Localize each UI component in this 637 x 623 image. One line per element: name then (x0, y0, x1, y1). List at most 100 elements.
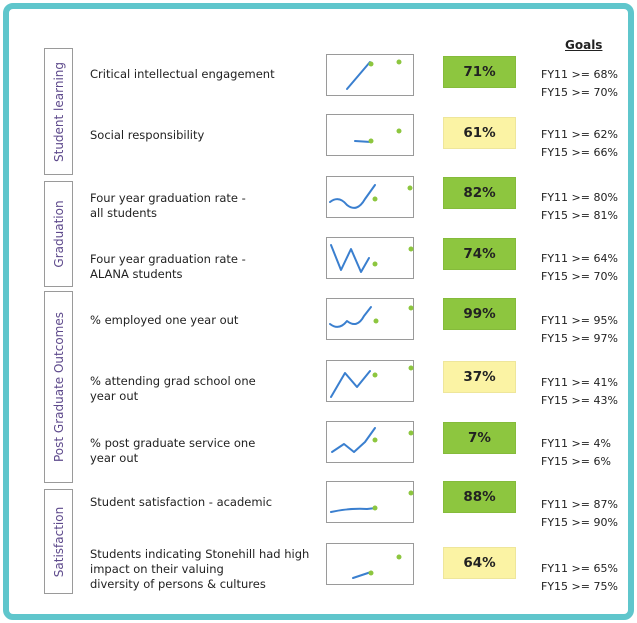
goal-targets: FY11 >= 87% FY15 >= 90% (541, 496, 618, 532)
goal-fy15: FY15 >= 43% (541, 394, 618, 407)
current-marker (372, 261, 378, 267)
sparkline-svg (329, 184, 413, 209)
sparkline (326, 481, 414, 523)
goal-marker (408, 365, 414, 371)
metric-label-line: diversity of persons & cultures (90, 577, 266, 591)
value-badge: 88% (443, 481, 516, 513)
sparkline-trend (329, 306, 372, 328)
sparkline-trend (354, 140, 372, 143)
sparkline-trend (330, 507, 377, 513)
current-marker (372, 196, 378, 202)
sparkline (326, 298, 414, 340)
metric-label: Four year graduation rate - all students (90, 191, 315, 221)
current-marker (372, 437, 378, 443)
value-badge: 37% (443, 361, 516, 393)
metric-label-line: Four year graduation rate - (90, 252, 246, 266)
current-marker (368, 138, 374, 144)
value-badge: 64% (443, 547, 516, 579)
current-marker (368, 570, 374, 576)
goal-targets: FY11 >= 80% FY15 >= 81% (541, 189, 618, 225)
goal-fy15: FY15 >= 6% (541, 455, 611, 468)
metric-label-line: year out (90, 389, 139, 403)
group-satisfaction: Satisfaction (44, 489, 73, 594)
sparkline-trend (346, 61, 371, 90)
goal-fy15: FY15 >= 90% (541, 516, 618, 529)
current-marker (372, 372, 378, 378)
goal-marker (396, 128, 402, 134)
sparkline-svg (330, 490, 414, 513)
goal-fy11: FY11 >= 68% (541, 68, 618, 81)
metric-label-line: Critical intellectual engagement (90, 67, 275, 81)
group-post-graduate-outcomes: Post Graduate Outcomes (44, 291, 73, 483)
metric-label: Student satisfaction - academic (90, 495, 315, 510)
sparkline (326, 360, 414, 402)
dashboard-frame (3, 3, 634, 620)
group-student-learning: Student learning (44, 48, 73, 175)
sparkline-svg (352, 554, 402, 579)
value-badge: 61% (443, 117, 516, 149)
group-label: Graduation (51, 200, 66, 268)
goal-marker (396, 59, 402, 65)
goal-marker (408, 305, 414, 311)
goal-fy15: FY15 >= 70% (541, 86, 618, 99)
metric-label: Critical intellectual engagement (90, 67, 315, 82)
value-badge: 99% (443, 298, 516, 330)
goal-fy11: FY11 >= 4% (541, 437, 611, 450)
metric-label-line: year out (90, 451, 139, 465)
current-marker (372, 505, 378, 511)
metric-label: % employed one year out (90, 313, 315, 328)
value-badge: 7% (443, 422, 516, 454)
goal-fy15: FY15 >= 97% (541, 332, 618, 345)
metric-label-line: impact on their valuing (90, 562, 224, 576)
goal-targets: FY11 >= 65% FY15 >= 75% (541, 560, 618, 596)
goal-marker (408, 430, 414, 436)
goal-targets: FY11 >= 4% FY15 >= 6% (541, 435, 611, 471)
current-marker (368, 61, 374, 67)
value-badge: 71% (443, 56, 516, 88)
goal-targets: FY11 >= 62% FY15 >= 66% (541, 126, 618, 162)
value-badge: 82% (443, 177, 516, 209)
sparkline-svg (346, 59, 402, 90)
sparkline (326, 237, 414, 279)
group-label: Student learning (51, 61, 66, 162)
sparkline (326, 421, 414, 463)
sparkline-trend (330, 370, 371, 398)
sparkline-svg (329, 305, 414, 328)
sparkline (326, 543, 414, 585)
metric-label: Students indicating Stonehill had high im… (90, 547, 315, 592)
goal-fy15: FY15 >= 75% (541, 580, 618, 593)
sparkline-trend (330, 244, 370, 273)
metric-label-line: ALANA students (90, 267, 183, 281)
goal-fy15: FY15 >= 66% (541, 146, 618, 159)
sparkline (326, 54, 414, 96)
metric-label-line: % attending grad school one (90, 374, 256, 388)
goal-marker (408, 490, 414, 496)
metric-label-line: Students indicating Stonehill had high (90, 547, 310, 561)
metric-label-line: % post graduate service one (90, 436, 256, 450)
goal-fy11: FY11 >= 65% (541, 562, 618, 575)
metric-label: % attending grad school one year out (90, 374, 315, 404)
goal-marker (407, 185, 413, 191)
sparkline-svg (354, 128, 402, 144)
metric-label: % post graduate service one year out (90, 436, 315, 466)
goal-targets: FY11 >= 64% FY15 >= 70% (541, 250, 618, 286)
sparkline-svg (330, 244, 414, 273)
goal-targets: FY11 >= 95% FY15 >= 97% (541, 312, 618, 348)
sparkline (326, 114, 414, 156)
metric-label-line: Student satisfaction - academic (90, 495, 273, 509)
goal-fy11: FY11 >= 41% (541, 376, 618, 389)
goal-marker (408, 246, 414, 252)
metric-label: Four year graduation rate - ALANA student… (90, 252, 315, 282)
value-badge: 74% (443, 238, 516, 270)
sparkline-svg (330, 365, 414, 398)
goal-fy15: FY15 >= 81% (541, 209, 618, 222)
goal-fy11: FY11 >= 95% (541, 314, 618, 327)
group-label: Satisfaction (51, 506, 66, 577)
goal-fy15: FY15 >= 70% (541, 270, 618, 283)
goal-marker (396, 554, 402, 560)
sparkline-trend (331, 427, 376, 453)
sparkline-trend (352, 571, 372, 579)
sparkline (326, 176, 414, 218)
metric-label-line: Four year graduation rate - (90, 191, 246, 205)
metric-label-line: all students (90, 206, 158, 220)
